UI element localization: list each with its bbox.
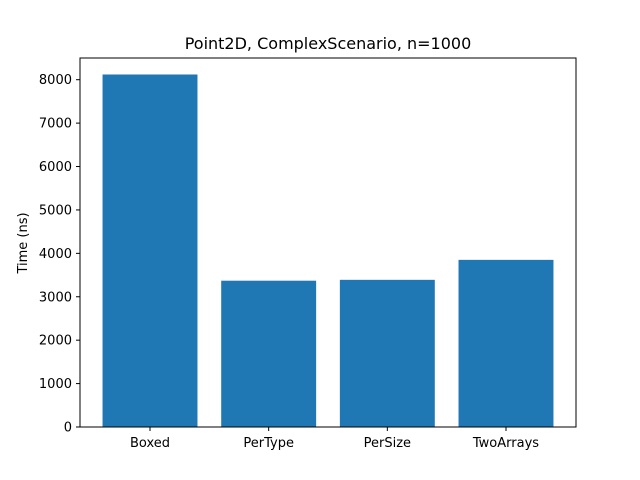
bar-twoarrays (458, 259, 554, 427)
x-tick-label-twoarrays: TwoArrays (472, 436, 539, 451)
y-tick-label: 0 (64, 421, 72, 436)
bar-persize (339, 279, 435, 427)
y-tick-label: 7000 (39, 117, 72, 132)
y-tick-label: 6000 (39, 160, 72, 175)
x-tick-label-persize: PerSize (364, 436, 411, 451)
bar-pertype (221, 280, 317, 427)
y-tick-label: 4000 (39, 247, 72, 262)
x-ticks-group: Boxed PerType PerSize TwoArrays (130, 427, 539, 451)
y-tick-label: 1000 (39, 377, 72, 392)
bars-group (102, 74, 554, 428)
plot-frame (79, 57, 577, 428)
x-tick-label-boxed: Boxed (130, 436, 170, 451)
y-tick-label: 8000 (39, 73, 72, 88)
chart-title: Point2D, ComplexScenario, n=1000 (185, 34, 472, 53)
y-axis-label: Time (ns) (16, 212, 31, 274)
y-tick-label: 5000 (39, 203, 72, 218)
y-tick-label: 3000 (39, 290, 72, 305)
y-ticks-group: 0 1000 2000 3000 4000 5000 6000 7000 8000 (39, 73, 80, 436)
x-tick-label-pertype: PerType (243, 436, 294, 451)
y-tick-label: 2000 (39, 334, 72, 349)
bar-boxed (102, 74, 198, 428)
